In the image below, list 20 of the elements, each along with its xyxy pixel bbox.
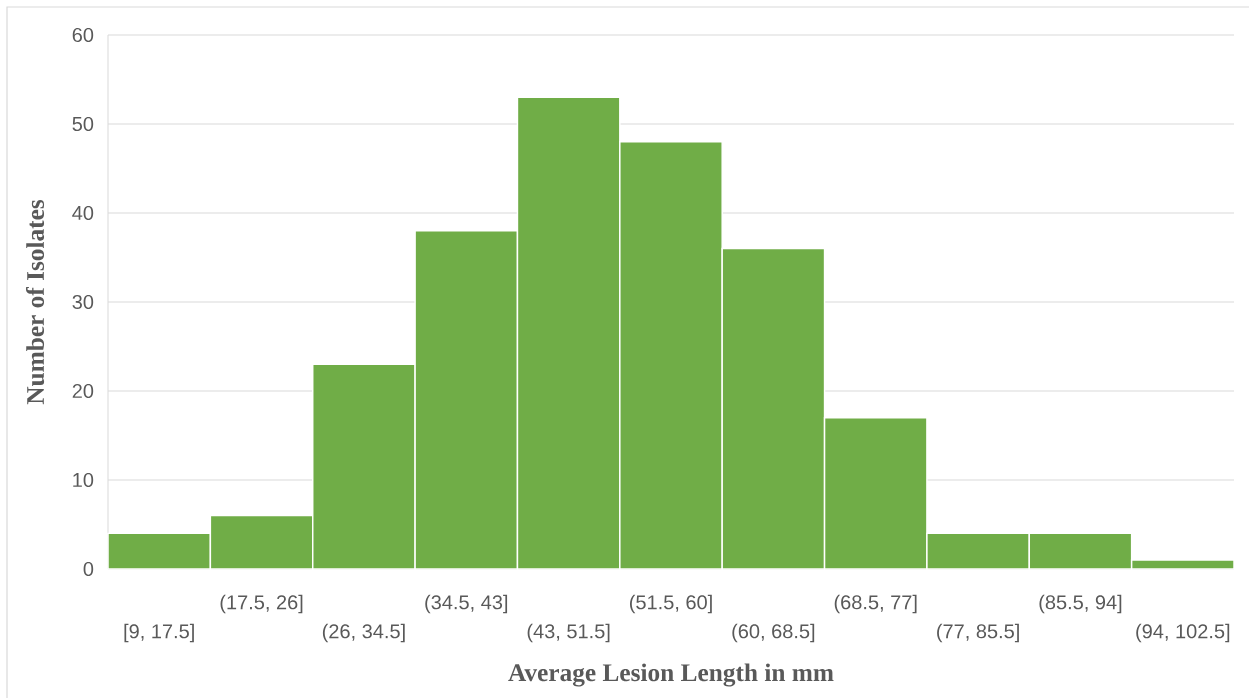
x-axis-title: Average Lesion Length in mm [508,663,834,687]
y-tick-label: 20 [72,383,94,399]
y-tick-label: 50 [72,116,94,132]
x-tick-label: (26, 34.5] [322,623,405,643]
x-tick-label: (17.5, 26] [220,594,303,614]
y-tick-label: 0 [83,561,94,577]
x-tick-label: (77, 85.5] [937,623,1019,643]
x-tick-label: (94, 102.5] [1136,623,1230,643]
x-tick-label: [9, 17.5] [124,623,194,643]
x-tick-label: (68.5, 77] [834,594,917,614]
y-axis-title: Number of Isolates [25,199,45,405]
x-tick-label: (85.5, 94] [1039,594,1122,614]
x-tick-label: (43, 51.5] [527,623,610,643]
y-tick-label: 10 [73,472,94,488]
y-tick-label: 40 [72,205,94,221]
y-tick-label: 60 [72,27,94,43]
y-tick-label: 30 [72,294,94,310]
x-tick-label: (34.5, 43] [425,594,508,614]
x-tick-label: (60, 68.5] [732,623,815,643]
x-tick-label: (51.5, 60] [629,594,712,614]
